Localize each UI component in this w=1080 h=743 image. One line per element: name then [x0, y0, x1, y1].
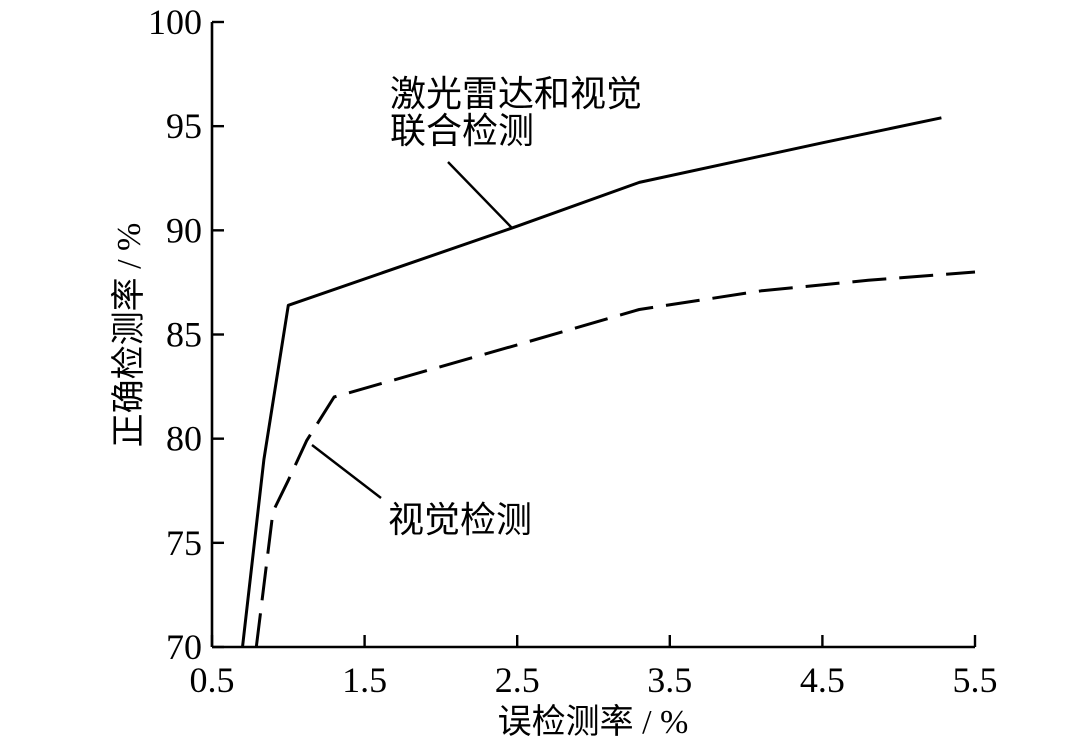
- y-tick-label: 100: [148, 2, 202, 42]
- y-tick-label: 75: [166, 523, 202, 563]
- annotation-leader-line: [447, 161, 513, 229]
- series-line-lidar-vision: [241, 116, 942, 648]
- series-label-lidar-vision: 激光雷达和视觉联合检测: [390, 74, 642, 151]
- y-tick-label: 70: [166, 627, 202, 667]
- series-label-lidar-vision-line: 联合检测: [390, 111, 534, 151]
- axes: [210, 22, 975, 649]
- x-tick-label: 2.5: [495, 660, 540, 700]
- series-label-vision: 视觉检测: [388, 500, 532, 540]
- x-tick-label: 0.5: [190, 660, 235, 700]
- y-tick-label: 95: [166, 106, 202, 146]
- x-tick-label: 5.5: [953, 660, 998, 700]
- x-axis-title: 误检测率 / %: [498, 703, 689, 741]
- annotation-leader-line: [311, 444, 382, 499]
- y-tick-label: 80: [166, 419, 202, 459]
- series: [241, 116, 976, 648]
- x-tick-label: 3.5: [647, 660, 692, 700]
- y-axis-title: 正确检测率 / %: [110, 223, 148, 448]
- y-tick-label: 90: [166, 210, 202, 250]
- series-label-lidar-vision-line: 激光雷达和视觉: [390, 74, 642, 114]
- x-tick-label: 4.5: [800, 660, 845, 700]
- x-tick-label: 1.5: [342, 660, 387, 700]
- y-tick-label: 85: [166, 315, 202, 355]
- ticks: 0.5 1.5 2.5 3.5 4.5 5.5 70 75 80 85 90 95 100: [148, 2, 998, 700]
- series-label-vision-line: 视觉检测: [388, 500, 532, 540]
- series-line-vision: [254, 270, 976, 648]
